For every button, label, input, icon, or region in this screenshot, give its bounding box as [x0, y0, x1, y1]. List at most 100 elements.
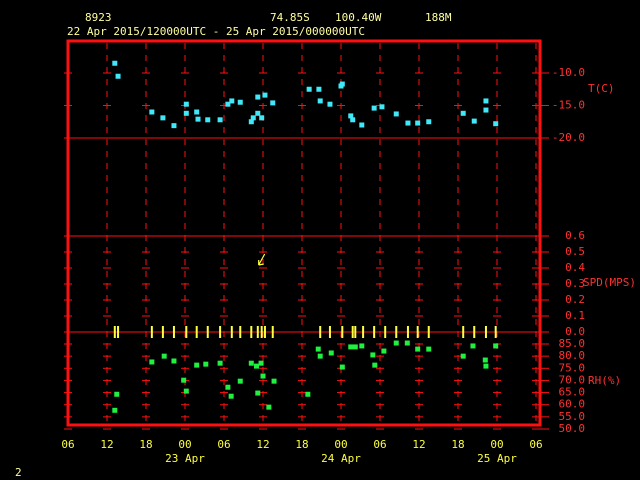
wind-tick: [206, 326, 209, 338]
y-tick-label: -10.0: [552, 66, 585, 79]
point: [217, 360, 223, 366]
point: [328, 350, 334, 356]
point: [205, 117, 211, 123]
point: [460, 353, 466, 359]
y-tick-label: 0.3: [565, 277, 585, 290]
point: [426, 346, 432, 352]
x-date-label: 23 Apr: [165, 452, 205, 465]
x-tick-label: 12: [412, 438, 425, 451]
point: [483, 98, 489, 104]
point: [405, 120, 411, 126]
wind-tick: [250, 326, 253, 338]
x-tick-label: 00: [334, 438, 347, 451]
wind-tick: [161, 326, 164, 338]
point: [248, 360, 254, 366]
point: [493, 121, 499, 127]
y-axis-label: RH(%): [588, 374, 621, 387]
point: [112, 407, 118, 413]
point: [171, 123, 177, 129]
wind-tick: [172, 326, 175, 338]
wind-tick: [239, 326, 242, 338]
wind-tick: [427, 326, 430, 338]
point: [237, 99, 243, 105]
point: [483, 363, 489, 369]
point: [259, 115, 265, 121]
point: [350, 117, 356, 123]
x-tick-label: 12: [256, 438, 269, 451]
point: [352, 344, 358, 350]
wind-tick: [328, 326, 331, 338]
point: [271, 378, 277, 384]
wind-tick: [384, 326, 387, 338]
point: [258, 360, 264, 366]
point: [262, 92, 268, 98]
point: [470, 343, 476, 349]
wind-tick: [462, 326, 465, 338]
point: [339, 81, 345, 87]
y-axis-label: SPD(MPS): [583, 276, 636, 289]
x-tick-label: 06: [217, 438, 230, 451]
wind-tick: [351, 326, 354, 338]
point: [115, 73, 121, 79]
x-tick-label: 06: [61, 438, 74, 451]
y-tick-label: 0.0: [565, 325, 585, 338]
point: [149, 109, 155, 115]
x-tick-label: 00: [490, 438, 503, 451]
wind-barb: [258, 253, 266, 266]
y-axis-label: T(C): [588, 82, 615, 95]
point: [381, 348, 387, 354]
point: [348, 344, 354, 350]
wind-tick: [219, 326, 222, 338]
point: [339, 364, 345, 370]
x-tick-label: 18: [451, 438, 464, 451]
point: [315, 346, 321, 352]
point: [404, 340, 410, 346]
wind-tick: [341, 326, 344, 338]
x-tick-label: 12: [100, 438, 113, 451]
point: [228, 393, 234, 399]
plot-frame: [66, 39, 542, 427]
point: [482, 357, 488, 363]
point: [305, 391, 311, 397]
point: [471, 118, 477, 124]
point: [260, 373, 266, 379]
y-tick-label: 75.0: [559, 361, 586, 374]
point: [255, 110, 261, 116]
y-tick-label: 0.4: [565, 261, 585, 274]
point: [415, 120, 421, 126]
point: [426, 119, 432, 125]
point: [183, 110, 189, 116]
point: [317, 353, 323, 359]
point: [359, 343, 365, 349]
y-tick-label: 70.0: [559, 373, 586, 386]
period: 22 Apr 2015/120000UTC - 25 Apr 2015/0000…: [67, 25, 365, 38]
x-tick-label: 06: [373, 438, 386, 451]
longitude: 100.40W: [335, 11, 382, 24]
wind-tick: [473, 326, 476, 338]
y-tick-label: 65.0: [559, 386, 586, 399]
point: [194, 109, 200, 115]
wind-tick: [484, 326, 487, 338]
point: [161, 353, 167, 359]
wind-tick: [494, 326, 497, 338]
point: [114, 391, 120, 397]
wind-tick: [263, 326, 266, 338]
point: [306, 86, 312, 92]
x-date-label: 25 Apr: [477, 452, 517, 465]
point: [372, 362, 378, 368]
wind-tick: [416, 326, 419, 338]
point: [183, 101, 189, 107]
wind-tick: [195, 326, 198, 338]
point: [393, 340, 399, 346]
point: [379, 104, 385, 110]
point: [415, 346, 421, 352]
point: [194, 362, 200, 368]
point: [483, 107, 489, 113]
y-tick-label: 0.5: [565, 245, 585, 258]
point: [393, 111, 399, 117]
point: [149, 359, 155, 365]
x-date-label: 24 Apr: [321, 452, 361, 465]
point: [250, 115, 256, 121]
